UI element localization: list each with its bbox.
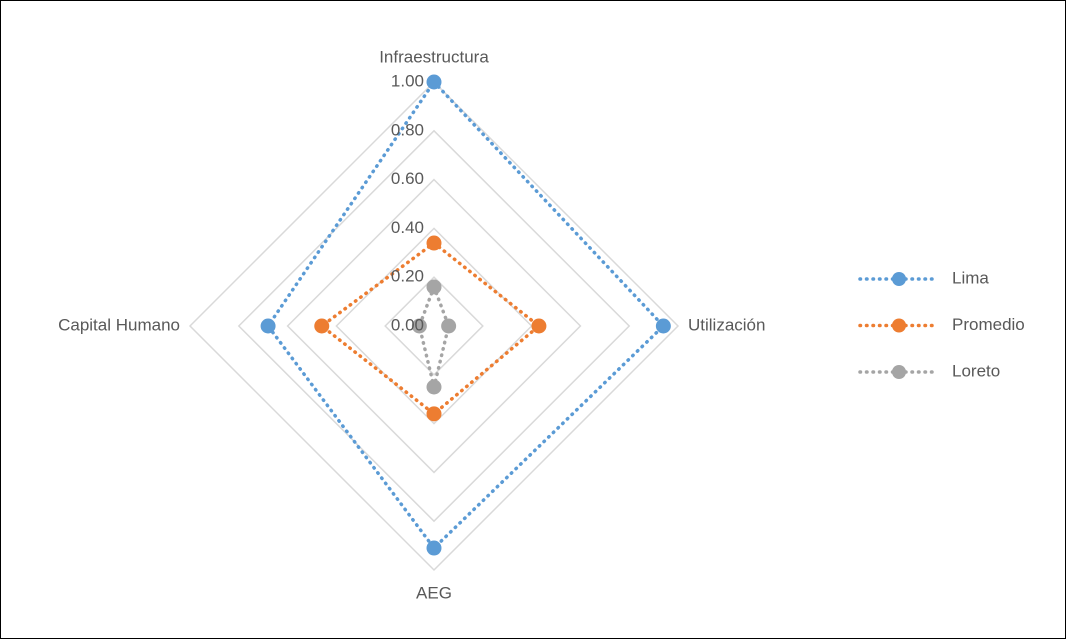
data-point (426, 74, 442, 90)
plot-area (260, 74, 671, 556)
r-tick-label: 0.40 (391, 218, 424, 237)
r-tick-label: 0.00 (391, 315, 424, 334)
grid-ring (286, 178, 582, 474)
data-point (441, 318, 457, 334)
category-label: Capital Humano (58, 315, 180, 334)
data-point (531, 318, 547, 334)
r-tick-label: 1.00 (391, 71, 424, 90)
data-point (426, 406, 442, 422)
legend-label: Loreto (952, 361, 1000, 380)
data-point (655, 318, 671, 334)
grid-ring (335, 227, 533, 425)
legend-marker (892, 272, 906, 286)
r-tick-label: 0.20 (391, 267, 424, 286)
category-label: Infraestructura (379, 47, 489, 66)
r-tick-label: 0.60 (391, 169, 424, 188)
data-point (314, 318, 330, 334)
grid-ring (384, 276, 484, 376)
r-tick-label: 0.80 (391, 120, 424, 139)
legend-marker (892, 365, 906, 379)
data-point (411, 318, 427, 334)
legend-marker (892, 318, 906, 333)
data-point (426, 379, 442, 395)
grid-ring (188, 80, 680, 572)
data-point (426, 279, 442, 295)
category-label: Utilización (688, 315, 765, 334)
legend-label: Lima (952, 268, 989, 287)
grid (188, 80, 680, 572)
legend-label: Promedio (952, 315, 1025, 334)
grid-ring (237, 129, 631, 523)
data-point (260, 318, 276, 334)
data-point (426, 540, 442, 556)
category-label: AEG (416, 583, 452, 602)
labels: 0.00 0.20 0.40 0.60 0.80 1.00 Infraestructura U… (58, 47, 1025, 602)
data-point (426, 235, 442, 251)
